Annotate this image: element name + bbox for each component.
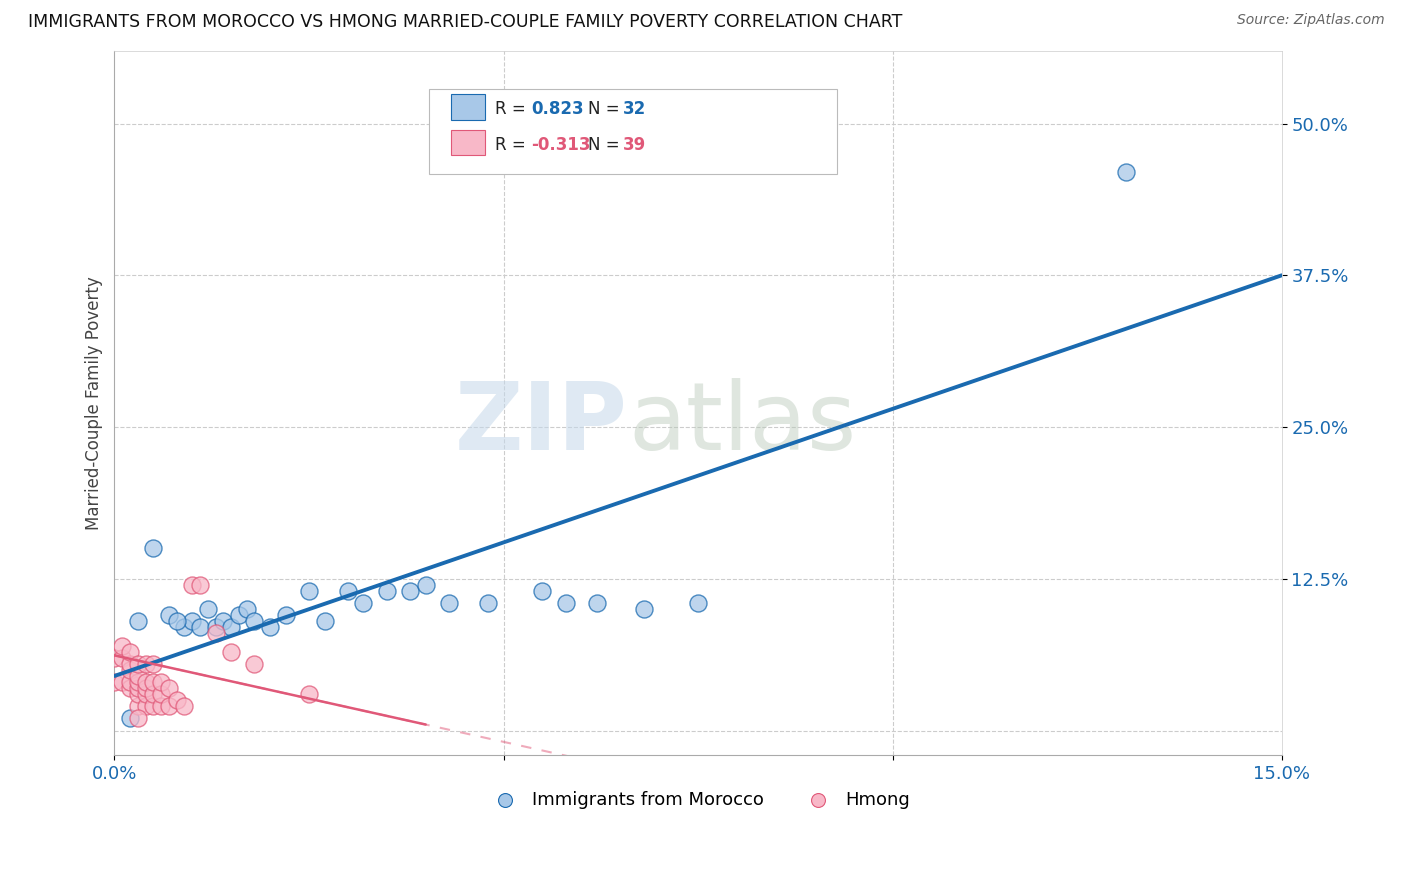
Point xyxy=(437,596,460,610)
Point xyxy=(197,602,219,616)
Point xyxy=(135,657,157,671)
Point xyxy=(127,687,149,701)
Point xyxy=(157,608,180,623)
Point xyxy=(166,615,188,629)
Point xyxy=(166,693,188,707)
Point xyxy=(243,657,266,671)
Point xyxy=(127,669,149,683)
Point xyxy=(188,578,211,592)
Point xyxy=(219,620,242,634)
Point xyxy=(259,620,281,634)
Point xyxy=(157,681,180,695)
Point xyxy=(111,650,134,665)
Point xyxy=(127,681,149,695)
Point xyxy=(111,675,134,690)
Text: N =: N = xyxy=(588,136,624,153)
Point xyxy=(298,584,321,599)
Point xyxy=(188,620,211,634)
Point xyxy=(142,657,165,671)
Point xyxy=(181,578,204,592)
Point xyxy=(127,657,149,671)
Point xyxy=(118,675,141,690)
Text: N =: N = xyxy=(588,100,624,118)
Point xyxy=(212,615,235,629)
Text: R =: R = xyxy=(495,100,531,118)
Point xyxy=(118,681,141,695)
Text: IMMIGRANTS FROM MOROCCO VS HMONG MARRIED-COUPLE FAMILY POVERTY CORRELATION CHART: IMMIGRANTS FROM MOROCCO VS HMONG MARRIED… xyxy=(28,13,903,31)
Point xyxy=(228,608,250,623)
Point xyxy=(150,699,173,714)
Point xyxy=(118,657,141,671)
Text: Source: ZipAtlas.com: Source: ZipAtlas.com xyxy=(1237,13,1385,28)
Point xyxy=(135,687,157,701)
Point xyxy=(586,596,609,610)
Point xyxy=(142,675,165,690)
Point xyxy=(142,687,165,701)
Point xyxy=(633,602,655,616)
Text: 32: 32 xyxy=(623,100,647,118)
Text: atlas: atlas xyxy=(628,378,856,470)
Point xyxy=(135,699,157,714)
Point xyxy=(243,615,266,629)
Point xyxy=(150,687,173,701)
Point xyxy=(204,620,226,634)
Point xyxy=(157,699,180,714)
Point xyxy=(127,615,149,629)
Point xyxy=(135,681,157,695)
Point xyxy=(375,584,398,599)
Point xyxy=(274,608,297,623)
Point xyxy=(135,675,157,690)
Point xyxy=(314,615,336,629)
Point xyxy=(142,541,165,556)
Point xyxy=(399,584,422,599)
Legend: Immigrants from Morocco, Hmong: Immigrants from Morocco, Hmong xyxy=(479,784,917,816)
Text: ZIP: ZIP xyxy=(456,378,628,470)
Point xyxy=(181,615,204,629)
Point xyxy=(150,675,173,690)
Point xyxy=(127,699,149,714)
Point xyxy=(111,639,134,653)
Text: 39: 39 xyxy=(623,136,647,153)
Text: 0.823: 0.823 xyxy=(531,100,583,118)
Point xyxy=(477,596,499,610)
Point xyxy=(298,687,321,701)
Point xyxy=(531,584,554,599)
Point xyxy=(142,699,165,714)
Point xyxy=(173,620,195,634)
Point xyxy=(118,711,141,725)
Point xyxy=(173,699,195,714)
Point xyxy=(1115,165,1137,179)
Point xyxy=(118,645,141,659)
Point xyxy=(103,675,125,690)
Point xyxy=(235,602,257,616)
Point xyxy=(127,711,149,725)
Text: -0.313: -0.313 xyxy=(531,136,591,153)
Point xyxy=(554,596,576,610)
Point xyxy=(336,584,359,599)
Point xyxy=(127,675,149,690)
Point xyxy=(415,578,437,592)
Point xyxy=(103,650,125,665)
Point xyxy=(352,596,374,610)
Point xyxy=(118,663,141,677)
Point xyxy=(204,626,226,640)
Point xyxy=(219,645,242,659)
Point xyxy=(686,596,709,610)
Y-axis label: Married-Couple Family Poverty: Married-Couple Family Poverty xyxy=(86,276,103,530)
Text: R =: R = xyxy=(495,136,531,153)
